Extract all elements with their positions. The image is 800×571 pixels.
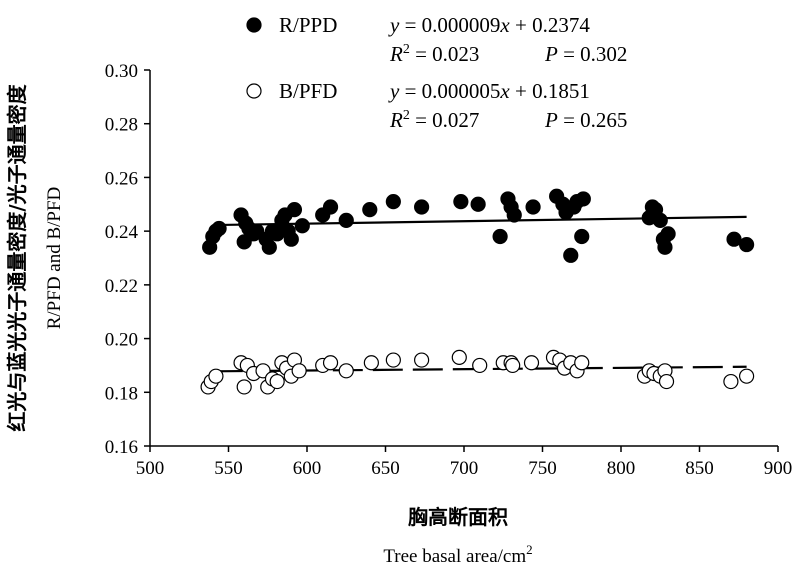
stats-r-p-val: = 0.302: [558, 42, 628, 66]
stats-r-r-sup: 2: [403, 42, 410, 57]
r-ppd-point: [506, 207, 522, 223]
x-tick-label: 750: [528, 458, 557, 479]
eq-r-y: y: [388, 13, 400, 37]
eq-b-tail: + 0.1851: [510, 79, 590, 103]
x-axis-title-cn: 胸高断面积: [408, 505, 508, 529]
x-axis-title-en-sup: 2: [526, 542, 533, 557]
r-ppd-point: [261, 239, 277, 255]
b-pfd-point: [738, 368, 755, 384]
eq-b-y: y: [388, 79, 400, 103]
x-tick-label: 550: [214, 458, 243, 479]
r-ppd-point: [660, 226, 676, 242]
x-tick-label: 900: [764, 458, 793, 479]
b-pfd-point: [291, 363, 307, 379]
b-pfd-point: [472, 357, 488, 374]
r-ppd-point: [563, 247, 579, 263]
equation-r-ppd: y = 0.000009x + 0.2374: [388, 13, 590, 37]
stats-b-r-sup: 2: [403, 108, 410, 123]
stats-r-r-val: = 0.023: [410, 42, 480, 66]
r-ppd-point: [492, 228, 508, 245]
stats-b-p: P: [544, 108, 558, 132]
data-points: [200, 188, 755, 395]
r-ppd-point: [575, 191, 591, 207]
x-tick-label: 850: [685, 458, 714, 479]
eq-r-x: x: [499, 13, 510, 37]
b-pfd-point: [574, 355, 590, 371]
x-tick-label: 500: [136, 458, 165, 479]
b-pfd-point: [269, 373, 285, 390]
y-tick-label: 0.24: [105, 222, 139, 243]
stats-r-p: P: [544, 42, 558, 66]
b-pfd-point: [723, 373, 739, 390]
r-ppd-point: [294, 218, 310, 234]
stats-b-r-val: = 0.027: [410, 108, 480, 132]
r-ppd-point: [211, 220, 227, 237]
y-tick-label: 0.28: [105, 115, 138, 136]
r-ppd-point: [322, 199, 339, 215]
x-axis-title-en-main: Tree basal area/cm: [383, 546, 526, 567]
y-axis-title-en: R/PFD and B/PFD: [44, 187, 65, 330]
legend-marker-b-pfd: [246, 83, 262, 99]
stats-b-r: R: [389, 108, 403, 132]
stats-b-pfd: R2 = 0.027 P = 0.265: [389, 108, 627, 132]
b-pfd-point: [658, 373, 675, 390]
r-ppd-point: [574, 228, 590, 245]
b-pfd-point: [322, 355, 339, 371]
x-tick-label: 650: [371, 458, 400, 479]
r-ppd-point: [338, 212, 354, 228]
legend-label-r-ppd: R/PPD: [279, 13, 337, 37]
x-ticks: 500 550 600 650 700 750 800 850 900: [136, 446, 793, 479]
eq-b-x: x: [499, 79, 510, 103]
r-ppd-point: [657, 239, 673, 255]
stats-r-r: R: [389, 42, 403, 66]
eq-b-rest: = 0.000005: [399, 79, 500, 103]
b-pfd-point: [208, 368, 224, 384]
equation-b-pfd: y = 0.000005x + 0.1851: [388, 79, 590, 103]
b-pfd-point: [505, 357, 521, 374]
r-ppd-point: [286, 202, 303, 218]
y-axis-title-cn: 红光与蓝光光子通量密度/光子通量密度: [5, 83, 29, 431]
r-ppd-point: [525, 199, 541, 215]
eq-r-tail: + 0.2374: [510, 13, 591, 37]
b-pfd-point: [338, 363, 354, 379]
legend-marker-r-ppd: [246, 17, 262, 33]
r-ppd-point: [453, 194, 469, 210]
r-ppd-point: [362, 202, 378, 218]
stats-b-p-val: = 0.265: [558, 108, 628, 132]
r-ppd-point: [470, 196, 486, 212]
y-tick-label: 0.22: [105, 276, 138, 297]
b-pfd-point: [363, 355, 379, 371]
r-ppd-point: [283, 231, 299, 247]
b-pfd-point: [523, 355, 540, 371]
x-tick-label: 700: [450, 458, 479, 479]
x-tick-label: 800: [607, 458, 636, 479]
y-tick-label: 0.26: [105, 168, 138, 189]
y-tick-label: 0.18: [105, 383, 138, 404]
r-ppd-point: [726, 231, 742, 247]
stats-r-ppd: R2 = 0.023 P = 0.302: [389, 42, 627, 66]
y-ticks: 0.16 0.18 0.20 0.22 0.24 0.26 0.28 0.30: [105, 61, 150, 458]
legend-label-b-pfd: B/PFD: [279, 79, 337, 103]
eq-r-rest: = 0.000009: [399, 13, 500, 37]
b-pfd-point: [385, 352, 401, 368]
b-pfd-point: [451, 349, 467, 365]
b-pfd-point: [236, 379, 252, 395]
r-ppd-point: [652, 212, 668, 228]
r-ppd-point: [738, 236, 755, 253]
x-tick-label: 600: [293, 458, 322, 479]
x-axis-title-en: Tree basal area/cm2: [383, 542, 532, 567]
y-tick-label: 0.16: [105, 437, 138, 458]
b-pfd-point: [414, 352, 430, 368]
r-ppd-point: [414, 199, 430, 215]
y-tick-label: 0.30: [105, 61, 138, 82]
legend: R/PPD y = 0.000009x + 0.2374 R2 = 0.023 P…: [246, 13, 627, 132]
y-tick-label: 0.20: [105, 330, 138, 351]
r-ppd-point: [385, 194, 401, 210]
